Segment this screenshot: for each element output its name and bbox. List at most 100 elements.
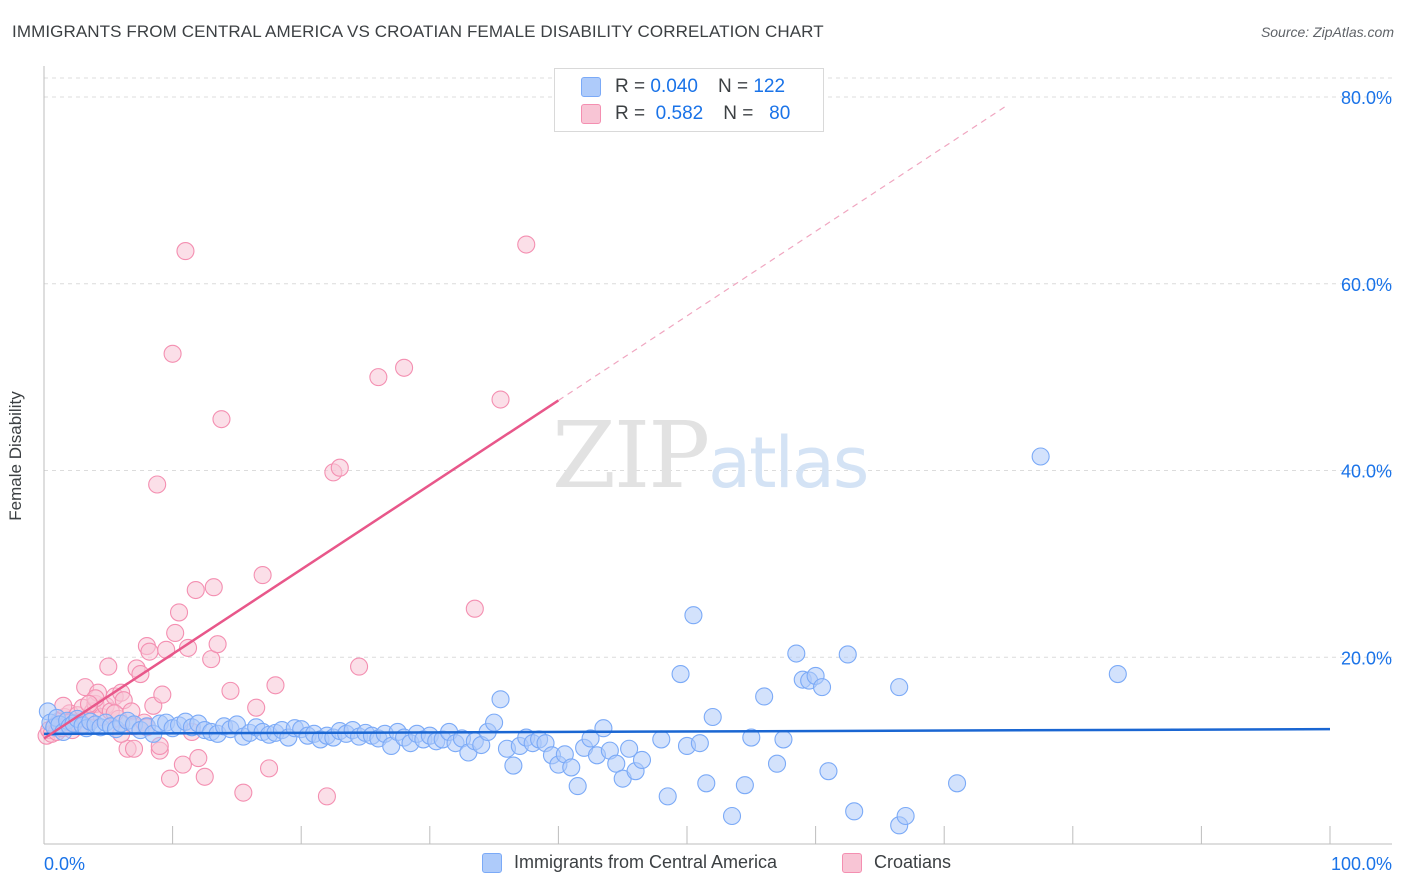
gridlines [44, 77, 1392, 658]
point-central-america [504, 756, 523, 775]
watermark: ZIPatlas [552, 402, 869, 509]
point-central-america [1031, 447, 1050, 466]
point-central-america [896, 806, 915, 826]
x-tick-label: 100.0% [1331, 854, 1392, 874]
point-croatians [124, 739, 144, 758]
point-croatians [204, 578, 223, 597]
y-tick-label: 40.0% [1341, 462, 1392, 482]
point-central-america [632, 750, 652, 770]
point-croatians [253, 566, 272, 585]
point-central-america [722, 806, 742, 826]
point-central-america [845, 802, 864, 821]
point-croatians [195, 767, 214, 786]
series-label: Immigrants from Central America [514, 852, 778, 872]
point-croatians [234, 783, 253, 802]
point-central-america [948, 774, 967, 793]
point-croatians [202, 650, 221, 669]
point-croatians [169, 603, 189, 622]
point-central-america [755, 687, 774, 706]
point-croatians [465, 599, 484, 618]
series-swatch-blue [482, 852, 502, 873]
legend-r-value: 0.040 [650, 76, 698, 97]
point-central-america [652, 730, 671, 749]
series-swatch-pink [842, 852, 862, 873]
point-croatians [317, 787, 336, 806]
x-tick-label: 0.0% [44, 854, 85, 874]
legend-r-label: R = [615, 103, 646, 124]
point-croatians [259, 759, 279, 778]
point-croatians [247, 698, 266, 717]
y-axis-label-text: Female Disability [6, 391, 25, 521]
point-central-america [562, 758, 581, 777]
trend-line-croatians-extension [558, 103, 1009, 401]
point-central-america [594, 719, 613, 738]
point-croatians [153, 685, 172, 704]
point-croatians [208, 635, 227, 654]
point-central-america [697, 774, 716, 793]
legend-r-label: R = [615, 76, 646, 97]
point-croatians [160, 769, 180, 788]
y-tick-label: 80.0% [1341, 88, 1392, 108]
point-central-america [485, 713, 504, 732]
point-croatians [186, 580, 205, 600]
point-central-america [581, 729, 600, 748]
legend-n-label: N = [723, 103, 754, 124]
point-central-america [1108, 665, 1127, 684]
trend-lines [43, 103, 1331, 740]
legend-swatch-pink [581, 104, 601, 124]
point-croatians [330, 458, 349, 477]
tick-labels: 20.0% 40.0% 60.0% 80.0% 0.0% 100.0% [44, 88, 1392, 874]
series-legend: Immigrants from Central America Croatian… [0, 852, 1406, 878]
point-croatians [395, 358, 414, 377]
chart-source: Source: ZipAtlas.com [1260, 24, 1394, 40]
point-central-america [568, 777, 587, 796]
point-croatians [99, 657, 118, 676]
series-legend-central-america: Immigrants from Central America [482, 852, 777, 873]
point-croatians [166, 623, 185, 643]
point-central-america [767, 754, 787, 773]
point-croatians [350, 657, 369, 676]
watermark-zip: ZIP [552, 402, 710, 509]
y-tick-label: 60.0% [1341, 275, 1392, 295]
series-legend-croatians: Croatians [842, 852, 951, 873]
point-central-america [774, 730, 793, 749]
point-croatians [173, 755, 192, 774]
point-central-america [819, 762, 838, 781]
point-croatians [491, 390, 510, 409]
series-label: Croatians [874, 852, 952, 872]
point-central-america [620, 739, 639, 758]
point-central-america [684, 606, 703, 625]
trend-line-central-america [43, 727, 1331, 736]
legend-row-central-america: R = 0.040 N = 122 [581, 75, 785, 99]
watermark-atlas: atlas [708, 422, 869, 504]
point-croatians [163, 344, 182, 363]
point-central-america [703, 707, 722, 727]
point-central-america [787, 644, 806, 663]
point-croatians [176, 242, 195, 261]
data-points [37, 235, 1127, 835]
legend-swatch-blue [581, 77, 601, 97]
point-central-america [690, 734, 709, 753]
point-croatians [221, 681, 240, 700]
point-croatians [212, 410, 231, 429]
stats-legend: R = 0.040 N = 122 R = 0.582 N = 80 [554, 68, 824, 132]
point-croatians [369, 368, 388, 387]
point-central-america [658, 787, 677, 806]
point-croatians [266, 676, 285, 695]
point-central-america [671, 665, 690, 684]
point-croatians [178, 638, 198, 657]
point-central-america [607, 754, 626, 773]
point-central-america [890, 678, 909, 697]
point-central-america [812, 678, 832, 697]
point-central-america [742, 728, 761, 747]
point-croatians [148, 475, 167, 494]
legend-row-croatians: R = 0.582 N = 80 [581, 102, 790, 126]
point-central-america [735, 776, 754, 795]
legend-n-value: 122 [753, 76, 786, 97]
point-croatians [189, 749, 208, 768]
point-central-america [491, 690, 510, 709]
point-croatians [140, 642, 159, 661]
point-central-america [838, 645, 857, 664]
legend-n-label: N = [717, 76, 749, 97]
